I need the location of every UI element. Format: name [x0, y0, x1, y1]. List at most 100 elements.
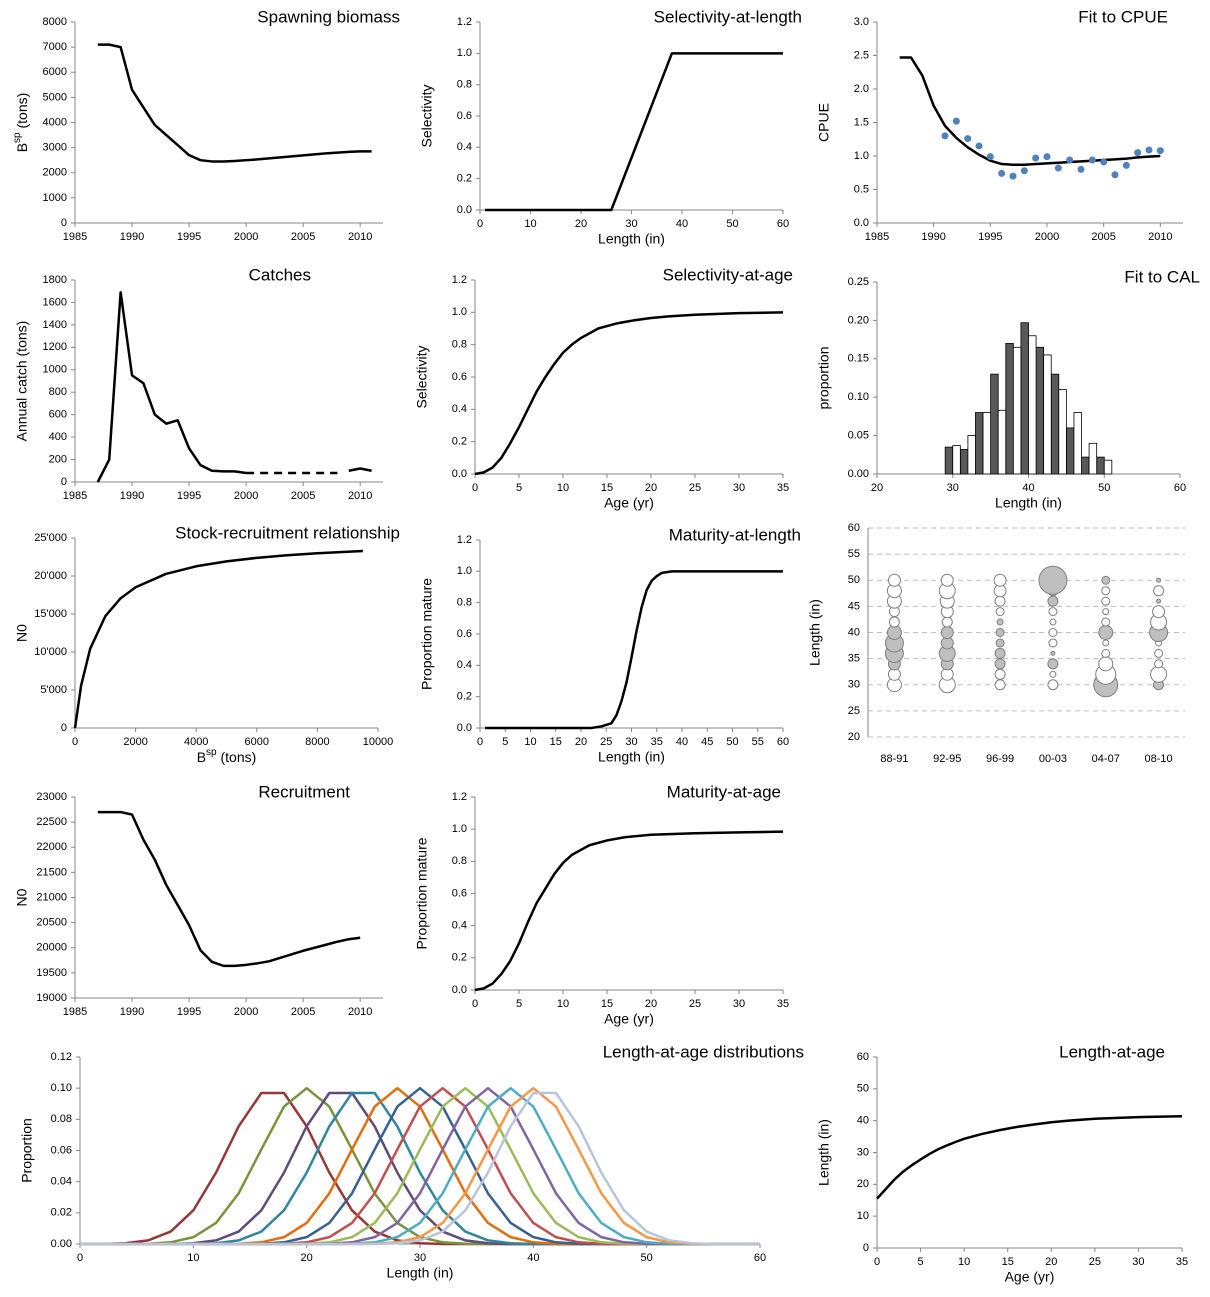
- x-tick-label: 40: [1022, 482, 1034, 494]
- y-tick-label: 25'000: [34, 532, 67, 544]
- bar: [1020, 322, 1029, 475]
- y-tick-label: 1800: [43, 274, 67, 286]
- x-tick-label: 1995: [978, 231, 1002, 243]
- x-tick-label: 2005: [291, 1006, 315, 1018]
- x-tick-label: 4000: [184, 736, 208, 748]
- x-tick-label: 5: [516, 482, 522, 494]
- chart-title: Selectivity-at-length: [654, 7, 802, 26]
- bubble: [1154, 659, 1164, 669]
- x-tick-label: 6000: [245, 736, 269, 748]
- line: [485, 570, 783, 730]
- y-tick-label: 0: [61, 722, 67, 734]
- y-tick-label: 1000: [43, 364, 67, 376]
- data-point: [1100, 158, 1108, 166]
- y-tick-label: 0.05: [848, 430, 869, 442]
- x-tick-label: 40: [676, 218, 688, 230]
- x-tick-label: 25: [689, 998, 701, 1010]
- bubble: [994, 679, 1006, 691]
- x-tick-label: 20: [575, 218, 587, 230]
- y-tick-label: 0: [61, 217, 67, 229]
- x-tick-label: 60: [777, 736, 789, 748]
- bubble: [1102, 608, 1110, 616]
- y-tick-label: 1.2: [457, 16, 472, 28]
- x-tick-label: 2010: [348, 490, 372, 502]
- chart-title: Length-at-age: [1059, 1042, 1165, 1061]
- x-tick-label: 0: [472, 998, 478, 1010]
- bar: [1058, 389, 1067, 475]
- bar: [1088, 442, 1098, 475]
- x-tick-label: 15: [1002, 1256, 1014, 1268]
- x-tick-label: 2005: [291, 231, 315, 243]
- chart-title: Recruitment: [258, 782, 350, 801]
- bubble: [1101, 596, 1111, 606]
- y-tick-label: 1.0: [452, 823, 467, 835]
- y-tick-label: 1.2: [452, 274, 467, 286]
- x-tick-label: 2010: [1148, 231, 1172, 243]
- bubble: [996, 618, 1004, 626]
- y-tick-label: 200: [49, 453, 67, 465]
- y-tick-label: 1.2: [457, 534, 472, 546]
- bubble: [1156, 577, 1162, 583]
- y-tick-label: 0.4: [452, 403, 467, 415]
- x-tick-label: 0: [77, 1252, 83, 1264]
- x-tick-label: 10: [557, 998, 569, 1010]
- x-tick-label: 20: [301, 1252, 313, 1264]
- x-tick-label: 2000: [234, 231, 258, 243]
- x-tick-label: 2010: [348, 231, 372, 243]
- y-tick-label: 1.0: [457, 565, 472, 577]
- bubble: [1156, 598, 1162, 604]
- bubble: [1048, 628, 1058, 637]
- x-tick-label: 30: [625, 218, 637, 230]
- data-point: [1156, 147, 1164, 155]
- x-tick-label: 0: [477, 218, 483, 230]
- line: [97, 43, 372, 163]
- x-tick-label: 1990: [120, 490, 144, 502]
- bubble: [1048, 607, 1058, 617]
- y-tick-label: 30: [857, 1146, 869, 1158]
- y-tick-label: 1.0: [854, 150, 869, 162]
- data-point: [1111, 171, 1119, 179]
- x-tick-label: 1985: [63, 231, 87, 243]
- bar: [1081, 456, 1090, 475]
- y-axis-label: N0: [14, 624, 30, 642]
- y-axis-label: Selectivity: [414, 345, 430, 408]
- y-tick-label: 1.5: [854, 116, 869, 128]
- x-tick-label: 30: [1132, 1256, 1144, 1268]
- y-tick-label: 23000: [36, 791, 67, 803]
- y-tick-label: 0.2: [452, 952, 467, 964]
- x-tick-label: 20: [575, 736, 587, 748]
- data-point: [941, 132, 949, 140]
- bubble: [887, 573, 901, 587]
- x-tick-label: 10: [524, 218, 536, 230]
- bubble: [1050, 650, 1056, 656]
- x-tick-label: 40: [676, 736, 688, 748]
- x-tick-label: 0: [72, 736, 78, 748]
- y-tick-label: 0.0: [457, 722, 472, 734]
- x-tick-label: 20: [645, 482, 657, 494]
- x-axis-label: Length (in): [598, 231, 665, 247]
- y-tick-label: 2000: [43, 167, 67, 179]
- x-tick-label: 30: [414, 1252, 426, 1264]
- x-tick-label: 1990: [120, 231, 144, 243]
- x-tick-label: 40: [527, 1252, 539, 1264]
- bar: [967, 435, 976, 475]
- data-point: [1066, 156, 1074, 164]
- x-tick-label: 2005: [291, 490, 315, 502]
- data-point: [1009, 172, 1017, 180]
- x-axis-label-part: B: [197, 749, 206, 765]
- bar: [1073, 412, 1082, 475]
- x-axis-label: Length (in): [995, 495, 1062, 511]
- x-tick-label: 04-07: [1092, 753, 1120, 765]
- data-point: [1054, 164, 1062, 172]
- y-tick-label: 0.2: [457, 173, 472, 185]
- chart-title: Stock-recruitment relationship: [175, 523, 400, 542]
- y-tick-label: 0.8: [452, 855, 467, 867]
- x-tick-label: 1990: [921, 231, 945, 243]
- x-tick-label: 0: [472, 482, 478, 494]
- line: [80, 1091, 760, 1246]
- y-tick-label: 0.4: [457, 659, 472, 671]
- x-tick-label: 50: [726, 736, 738, 748]
- x-tick-label: 25: [600, 736, 612, 748]
- y-axis-label: N0: [14, 888, 30, 906]
